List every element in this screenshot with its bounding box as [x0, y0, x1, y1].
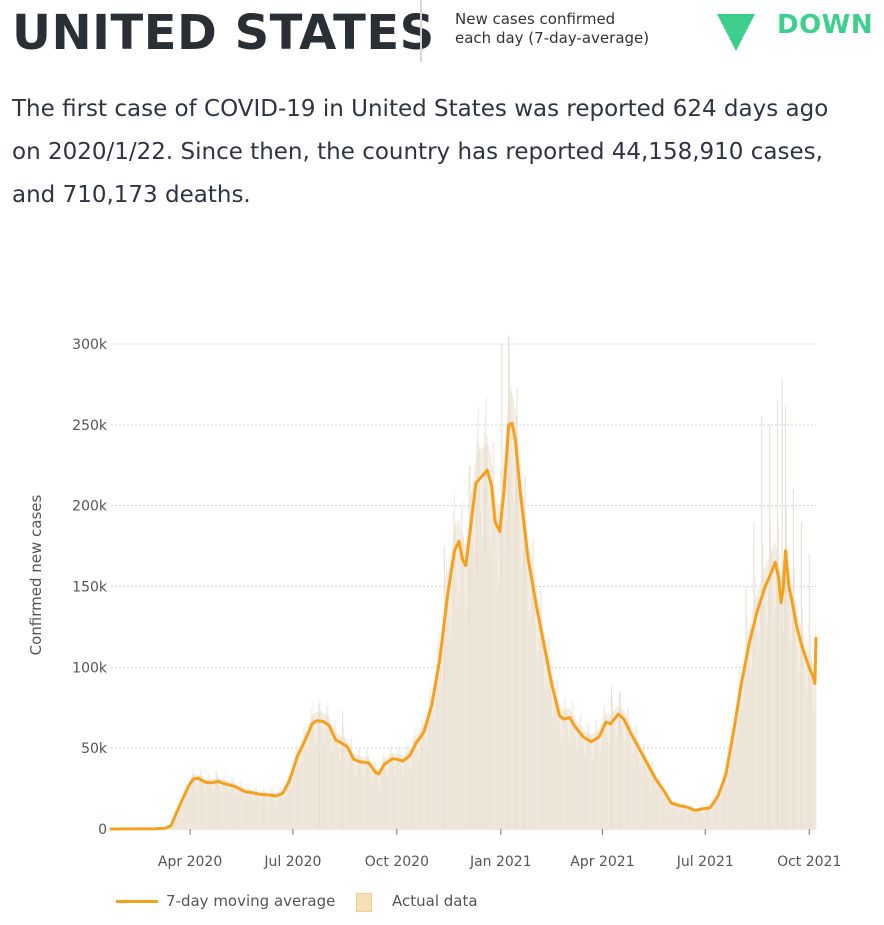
y-tick-label: 150k: [72, 580, 108, 596]
country-title: UNITED STATES: [12, 5, 435, 61]
x-tick-label: Apr 2020: [158, 854, 222, 870]
y-tick-label: 100k: [72, 660, 108, 676]
summary-line-3: and 710,173 deaths.: [12, 182, 251, 208]
legend-actual-label: Actual data: [392, 892, 478, 910]
y-tick-label: 50k: [81, 741, 108, 757]
y-tick-label: 0: [98, 822, 107, 838]
average-line-layer: [109, 421, 818, 831]
x-tick-label: Jan 2021: [469, 854, 532, 870]
x-tick-label: Oct 2021: [777, 854, 841, 870]
summary-line-2: on 2020/1/22. Since then, the country ha…: [12, 139, 823, 165]
x-tick-label: Jul 2020: [263, 854, 321, 870]
average-line: [109, 421, 818, 831]
metric-line-2: each day (7-day-average): [455, 29, 650, 47]
legend-actual-swatch: [356, 893, 372, 912]
y-tick-label: 250k: [72, 418, 108, 434]
trend-down-arrow-icon: [717, 14, 755, 51]
x-tick-label: Apr 2021: [570, 854, 634, 870]
axis-layer: 0 50k 100k 150k 200k 250k 300k Apr 2020 Jul 2020…: [72, 337, 841, 870]
cases-chart: 0 50k 100k 150k 200k 250k 300k Apr 2020 Jul 2020…: [27, 335, 841, 870]
legend-line-swatch: [116, 900, 158, 903]
legend-average-label: 7-day moving average: [166, 892, 336, 910]
metric-description: New cases confirmed each day (7-day-aver…: [455, 10, 695, 48]
header: UNITED STATES New cases confirmed each d…: [0, 0, 884, 70]
x-tick-label: Oct 2020: [365, 854, 429, 870]
summary-line-1: The first case of COVID-19 in United Sta…: [12, 96, 829, 122]
x-tick-label: Jul 2021: [676, 854, 734, 870]
actual-data-layer: [111, 335, 817, 829]
summary-text: The first case of COVID-19 in United Sta…: [12, 88, 872, 217]
header-divider: [420, 0, 422, 62]
metric-line-1: New cases confirmed: [455, 10, 616, 28]
trend-label: DOWN: [777, 10, 874, 40]
y-tick-label: 200k: [72, 499, 108, 515]
y-axis-label: Confirmed new cases: [27, 494, 45, 655]
y-tick-label: 300k: [72, 337, 108, 353]
